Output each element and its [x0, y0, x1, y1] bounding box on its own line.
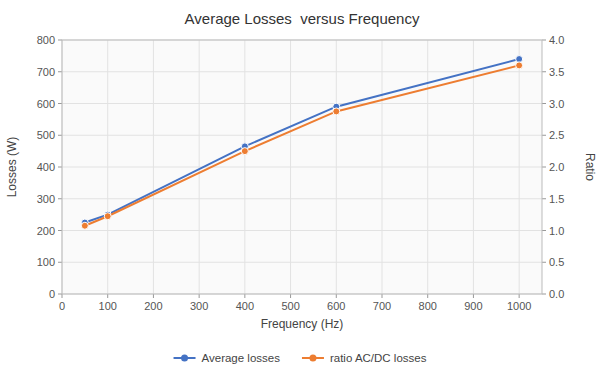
tick-y: [58, 294, 62, 295]
tick-x: [382, 294, 383, 298]
tick-label-x: 900: [464, 300, 482, 312]
tick-y: [58, 40, 62, 41]
grid-line-y: [62, 230, 542, 231]
tick-y2: [542, 294, 546, 295]
tick-y: [58, 71, 62, 72]
grid: [62, 40, 542, 294]
tick-x: [290, 294, 291, 298]
tick-y2: [542, 71, 546, 72]
legend-item: ratio AC/DC losses: [302, 352, 427, 364]
tick-label-x: 500: [281, 300, 299, 312]
tick-label-y2: 4.0: [549, 34, 564, 46]
chart: 0 100 200 300 400 500 600 700 800 900 1000 0 100 200 3…: [0, 0, 600, 372]
tick-label-x: 400: [236, 300, 254, 312]
tick-label-y: 500: [37, 129, 55, 141]
tick-label-x: 1000: [507, 300, 531, 312]
tick-y: [58, 135, 62, 136]
grid-line-y: [62, 198, 542, 199]
x-axis-label: Frequency (Hz): [261, 317, 344, 331]
tick-y2: [542, 40, 546, 41]
tick-x: [107, 294, 108, 298]
series-point: [333, 108, 340, 115]
tick-y: [58, 262, 62, 263]
tick-x: [153, 294, 154, 298]
tick-label-y: 700: [37, 66, 55, 78]
page: {"chart_data": {"type": "line", "title":…: [0, 0, 600, 372]
legend-label: Average losses: [202, 352, 281, 364]
tick-label-x: 700: [373, 300, 391, 312]
tick-label-y2: 3.0: [549, 98, 564, 110]
grid-line-y: [62, 135, 542, 136]
tick-label-y2: 1.5: [549, 193, 564, 205]
tick-label-x: 100: [99, 300, 117, 312]
plot-area: [62, 40, 542, 294]
tick-y2: [542, 230, 546, 231]
tick-label-x: 800: [419, 300, 437, 312]
tick-x: [519, 294, 520, 298]
tick-x: [473, 294, 474, 298]
legend: Average losses ratio AC/DC losses: [174, 352, 427, 364]
grid-line-y: [62, 262, 542, 263]
tick-x: [336, 294, 337, 298]
series-point: [241, 148, 248, 155]
data-layer: [81, 56, 522, 230]
tick-label-y: 300: [37, 193, 55, 205]
y-axis-label: Losses (W): [5, 137, 19, 198]
tick-label-y: 0: [49, 288, 55, 300]
tick-label-y2: 1.0: [549, 225, 564, 237]
tick-x: [62, 294, 63, 298]
legend-label: ratio AC/DC losses: [330, 352, 427, 364]
tick-label-y: 200: [37, 225, 55, 237]
tick-label-y: 400: [37, 161, 55, 173]
tick-x: [427, 294, 428, 298]
tick-y: [58, 167, 62, 168]
grid-line-y: [62, 103, 542, 104]
series-line: [85, 59, 519, 223]
legend-marker: [181, 355, 188, 362]
tick-label-y2: 2.5: [549, 129, 564, 141]
title: Average Losses versus Frequency: [185, 10, 420, 27]
series-point: [104, 213, 111, 220]
tick-y: [58, 230, 62, 231]
tick-label-y2: 0.5: [549, 256, 564, 268]
tick-y2: [542, 103, 546, 104]
tick-label-x: 300: [190, 300, 208, 312]
tick-label-y: 600: [37, 98, 55, 110]
tick-label-y: 800: [37, 34, 55, 46]
tick-y: [58, 198, 62, 199]
series-point: [81, 222, 88, 229]
tick-label-y: 100: [37, 256, 55, 268]
tick-label-x: 600: [327, 300, 345, 312]
y2-axis-label: Ratio: [583, 153, 597, 181]
tick-x: [199, 294, 200, 298]
tick-label-x: 0: [59, 300, 65, 312]
tick-label-x: 200: [144, 300, 162, 312]
plot-frame: [62, 40, 542, 294]
series-line: [85, 65, 519, 225]
tick-label-y2: 3.5: [549, 66, 564, 78]
tick-y: [58, 103, 62, 104]
tick-y2: [542, 262, 546, 263]
tick-y2: [542, 198, 546, 199]
tick-y2: [542, 167, 546, 168]
tick-y2: [542, 135, 546, 136]
tick-label-y2: 0.0: [549, 288, 564, 300]
tick-x: [244, 294, 245, 298]
legend-marker: [309, 355, 316, 362]
series-point: [516, 62, 523, 69]
grid-line-y: [62, 167, 542, 168]
legend-item: Average losses: [174, 352, 281, 364]
tick-label-y2: 2.0: [549, 161, 564, 173]
